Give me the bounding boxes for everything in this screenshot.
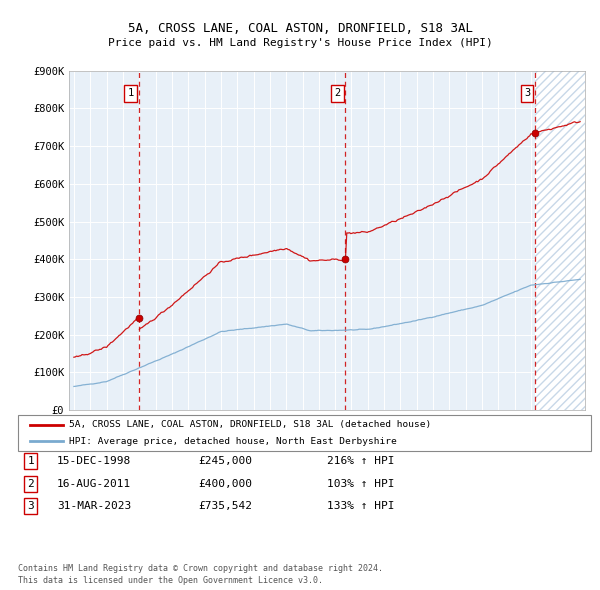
Text: 216% ↑ HPI: 216% ↑ HPI [327, 457, 395, 466]
Text: 16-AUG-2011: 16-AUG-2011 [57, 479, 131, 489]
Text: £400,000: £400,000 [198, 479, 252, 489]
Text: Price paid vs. HM Land Registry's House Price Index (HPI): Price paid vs. HM Land Registry's House … [107, 38, 493, 48]
Text: 103% ↑ HPI: 103% ↑ HPI [327, 479, 395, 489]
Bar [535, 71, 596, 410]
Text: 31-MAR-2023: 31-MAR-2023 [57, 502, 131, 511]
Text: 5A, CROSS LANE, COAL ASTON, DRONFIELD, S18 3AL: 5A, CROSS LANE, COAL ASTON, DRONFIELD, S… [128, 22, 473, 35]
Text: 133% ↑ HPI: 133% ↑ HPI [327, 502, 395, 511]
Text: Contains HM Land Registry data © Crown copyright and database right 2024.: Contains HM Land Registry data © Crown c… [18, 565, 383, 573]
Text: 2: 2 [334, 88, 340, 99]
Text: 5A, CROSS LANE, COAL ASTON, DRONFIELD, S18 3AL (detached house): 5A, CROSS LANE, COAL ASTON, DRONFIELD, S… [69, 420, 431, 429]
Text: 2: 2 [28, 479, 34, 489]
Text: 3: 3 [28, 502, 34, 511]
Text: 15-DEC-1998: 15-DEC-1998 [57, 457, 131, 466]
Text: 1: 1 [127, 88, 134, 99]
Text: HPI: Average price, detached house, North East Derbyshire: HPI: Average price, detached house, Nort… [69, 437, 397, 446]
Text: 1: 1 [28, 457, 34, 466]
Text: 3: 3 [524, 88, 530, 99]
Text: This data is licensed under the Open Government Licence v3.0.: This data is licensed under the Open Gov… [18, 576, 323, 585]
Text: £245,000: £245,000 [198, 457, 252, 466]
Text: £735,542: £735,542 [198, 502, 252, 511]
